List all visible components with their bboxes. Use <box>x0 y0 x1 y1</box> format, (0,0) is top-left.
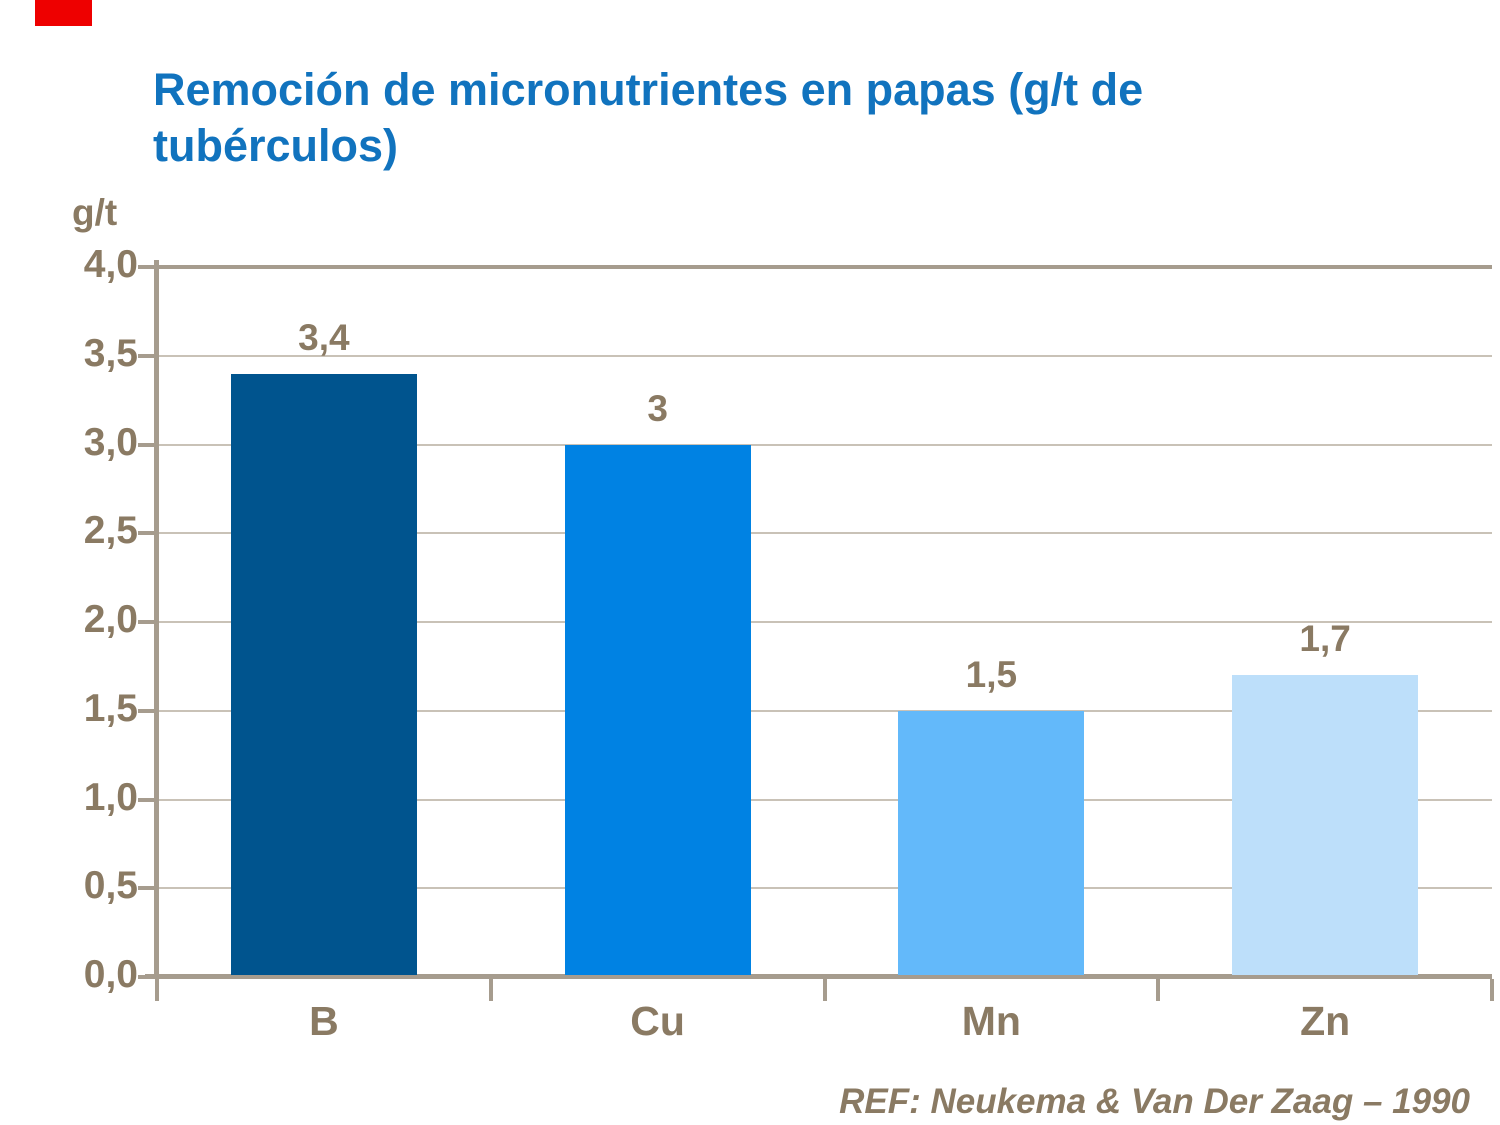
y-axis-tick-4,0 <box>138 265 155 269</box>
y-tick-label-0,0: 0,0 <box>83 953 138 996</box>
bar-value-label-Zn: 1,7 <box>1299 618 1351 660</box>
red-logo-mark <box>35 0 92 26</box>
x-category-label-B: B <box>309 998 339 1044</box>
bar-Cu <box>564 444 751 975</box>
y-axis-title: g/t <box>72 192 118 233</box>
bar-value-label-Cu: 3 <box>647 387 668 429</box>
gridline-1,0 <box>157 798 1492 801</box>
chart-title: Remoción de micronutrientes en papas (g/… <box>153 62 1353 174</box>
plot-area <box>138 260 1494 1001</box>
x-axis-tick-3 <box>1156 979 1161 1001</box>
y-axis-tick-2,5 <box>138 531 155 536</box>
y-tick-label-2,0: 2,0 <box>83 598 138 641</box>
y-axis-tick-3,0 <box>138 442 155 447</box>
gridline-4,0 <box>157 265 1492 269</box>
chart-title-line-1: Remoción de micronutrientes en papas (g/… <box>153 64 1144 115</box>
gridline-3,0 <box>157 443 1492 446</box>
y-axis-tick-2,0 <box>138 620 155 624</box>
x-category-label-Zn: Zn <box>1300 998 1351 1044</box>
bar-Mn <box>898 710 1085 975</box>
y-tick-label-1,5: 1,5 <box>83 686 138 730</box>
reference-text: REF: Neukema & Van Der Zaag – 1990 <box>839 1082 1470 1121</box>
x-axis-tick-2 <box>822 979 827 1001</box>
y-tick-label-1,0: 1,0 <box>83 775 138 819</box>
x-axis-tick-1 <box>488 979 493 1001</box>
x-category-label-Cu: Cu <box>630 998 685 1044</box>
bar-value-label-B: 3,4 <box>298 316 350 358</box>
y-axis-line <box>154 260 159 979</box>
x-axis-tick-0 <box>155 979 159 1001</box>
x-axis-line <box>145 974 1492 979</box>
bar-Zn <box>1232 675 1419 975</box>
x-axis-tick-4 <box>1490 979 1494 1001</box>
gridline-2,5 <box>157 532 1492 535</box>
gridline-3,5 <box>157 354 1492 357</box>
y-axis-tick-1,0 <box>138 797 155 802</box>
y-axis-tick-3,5 <box>138 353 155 358</box>
y-axis-tick-1,5 <box>138 708 155 713</box>
y-tick-label-2,5: 2,5 <box>83 509 138 553</box>
y-tick-label-3,5: 3,5 <box>83 331 138 375</box>
gridline-2,0 <box>157 621 1492 623</box>
y-tick-label-0,5: 0,5 <box>83 864 138 908</box>
chart-title-line-2: tubérculos) <box>153 120 399 171</box>
gridline-0,5 <box>157 887 1492 890</box>
bar-value-label-Mn: 1,5 <box>965 653 1018 695</box>
y-tick-label-4,0: 4,0 <box>83 243 138 286</box>
y-axis-tick-0,5 <box>138 886 155 891</box>
gridline-1,5 <box>157 709 1492 712</box>
x-category-label-Mn: Mn <box>961 998 1021 1044</box>
bar-B <box>230 373 417 975</box>
y-tick-label-3,0: 3,0 <box>83 420 138 464</box>
